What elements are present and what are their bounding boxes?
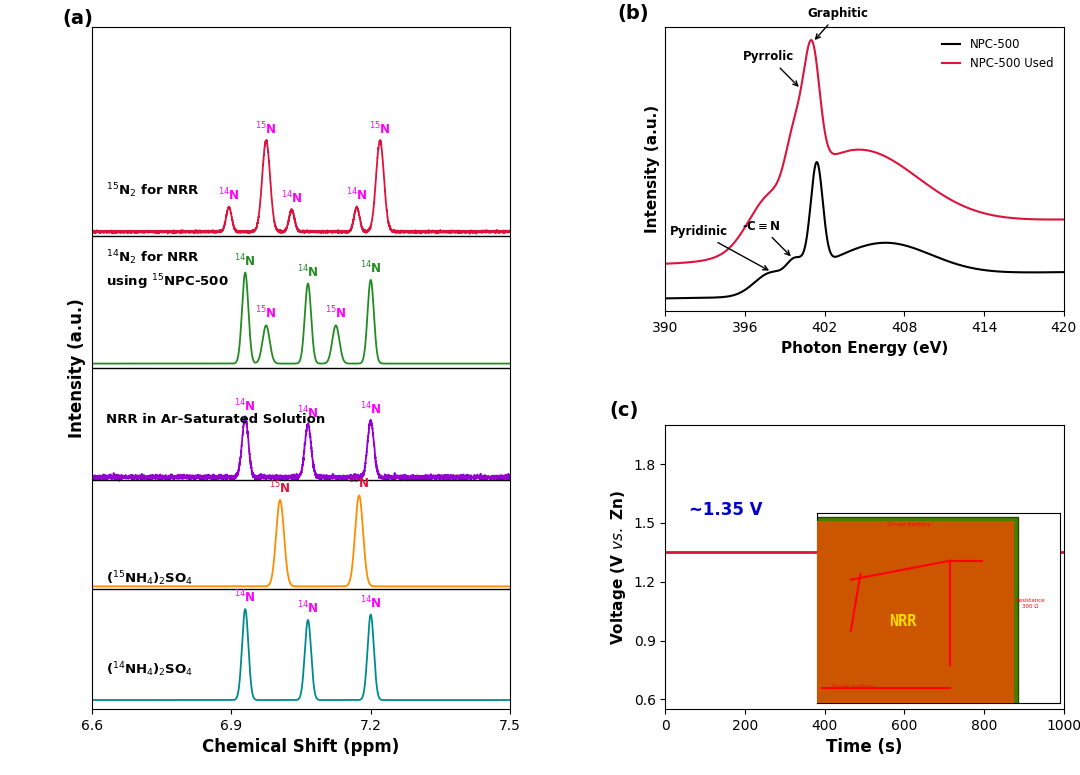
Text: $^{15}$N: $^{15}$N (325, 305, 347, 322)
Text: $^{14}$N: $^{14}$N (346, 187, 367, 204)
Y-axis label: Voltage (V $vs.$ Zn): Voltage (V $vs.$ Zn) (609, 489, 627, 645)
Text: $^{15}$N: $^{15}$N (269, 480, 291, 496)
Text: $^{14}$N: $^{14}$N (234, 589, 256, 605)
Text: $^{15}$N$_2$ for NRR: $^{15}$N$_2$ for NRR (106, 181, 199, 200)
Text: $^{14}$N$_2$ for NRR
using $^{15}$NPC-500: $^{14}$N$_2$ for NRR using $^{15}$NPC-50… (106, 248, 229, 292)
Text: -C$\equiv$N: -C$\equiv$N (742, 220, 789, 255)
Text: $^{14}$N: $^{14}$N (297, 264, 319, 280)
Text: (a): (a) (63, 9, 93, 28)
X-axis label: Chemical Shift (ppm): Chemical Shift (ppm) (202, 739, 400, 756)
Text: $^{14}$N: $^{14}$N (360, 401, 381, 417)
Text: Graphitic: Graphitic (808, 7, 868, 39)
Text: ~1.35 V: ~1.35 V (689, 501, 762, 519)
Text: $^{14}$N: $^{14}$N (234, 253, 256, 269)
Text: $^{15}$N: $^{15}$N (369, 121, 391, 137)
Text: $^{14}$N: $^{14}$N (297, 405, 319, 421)
Text: $^{14}$N: $^{14}$N (281, 190, 302, 206)
Text: ($^{14}$NH$_4$)$_2$SO$_4$: ($^{14}$NH$_4$)$_2$SO$_4$ (106, 660, 193, 680)
Legend: NPC-500, NPC-500 Used: NPC-500, NPC-500 Used (937, 33, 1058, 74)
X-axis label: Photon Energy (eV): Photon Energy (eV) (781, 340, 948, 356)
Text: (c): (c) (609, 401, 639, 420)
Text: ($^{15}$NH$_4$)$_2$SO$_4$: ($^{15}$NH$_4$)$_2$SO$_4$ (106, 570, 193, 588)
Text: $^{14}$N: $^{14}$N (360, 260, 381, 276)
Text: $^{14}$N: $^{14}$N (218, 187, 240, 204)
Text: Pyrrolic: Pyrrolic (743, 50, 798, 86)
Text: $^{14}$N: $^{14}$N (360, 594, 381, 611)
Text: NRR in Ar-Saturated Solution: NRR in Ar-Saturated Solution (106, 412, 325, 425)
Text: (b): (b) (618, 4, 649, 22)
Text: $^{14}$N: $^{14}$N (297, 600, 319, 616)
Y-axis label: Intensity (a.u.): Intensity (a.u.) (68, 298, 86, 438)
X-axis label: Time (s): Time (s) (826, 739, 903, 756)
Text: $^{15}$N: $^{15}$N (255, 305, 278, 322)
Text: $^{15}$N: $^{15}$N (348, 475, 370, 492)
Text: $^{14}$N: $^{14}$N (234, 398, 256, 415)
Y-axis label: Intensity (a.u.): Intensity (a.u.) (645, 105, 660, 233)
Text: Pyridinic: Pyridinic (670, 226, 768, 270)
Text: $^{15}$N: $^{15}$N (255, 121, 278, 137)
